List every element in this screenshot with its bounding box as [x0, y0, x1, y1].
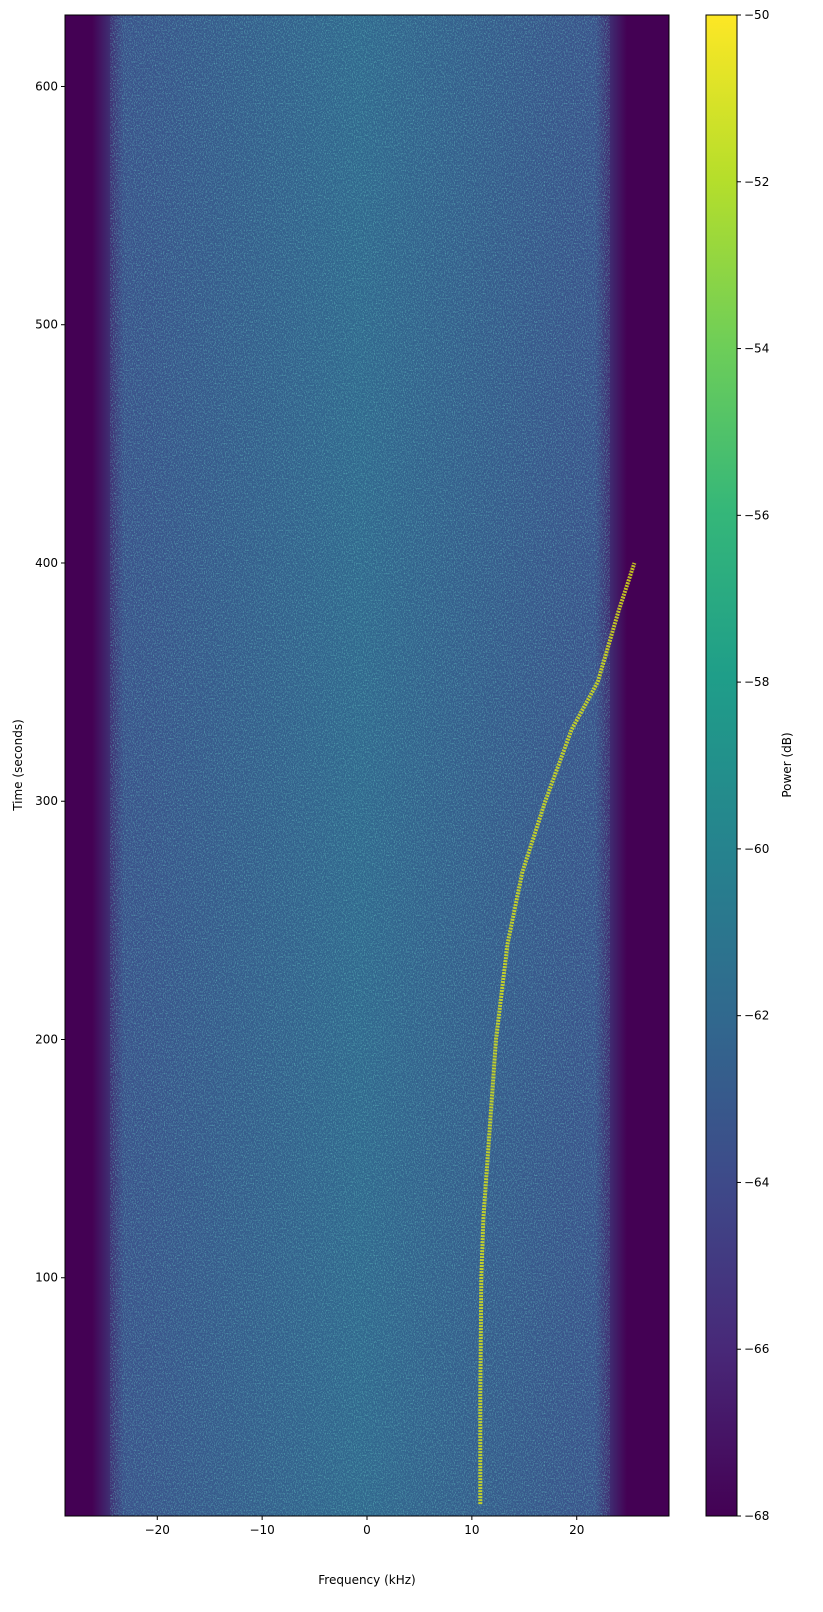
y-axis-label: Time (seconds): [11, 719, 25, 812]
colorbar-tick-label: −64: [744, 1175, 769, 1189]
colorbar: [705, 14, 738, 1517]
x-tick-label: −20: [145, 1523, 170, 1537]
y-tick-label: 500: [35, 318, 58, 332]
colorbar-tick-label: −60: [744, 842, 769, 856]
spectrogram-image: [65, 15, 669, 1516]
x-tick-label: 0: [363, 1523, 371, 1537]
colorbar-tick-label: −52: [744, 175, 769, 189]
noise-texture: [110, 15, 610, 1516]
x-axis-label: Frequency (kHz): [318, 1573, 415, 1587]
colorbar-tick-label: −50: [744, 8, 769, 22]
x-tick-label: 10: [464, 1523, 479, 1537]
y-tick-label: 200: [35, 1032, 58, 1046]
y-tick-label: 300: [35, 794, 58, 808]
x-tick-label: 20: [569, 1523, 584, 1537]
x-tick-label: −10: [249, 1523, 274, 1537]
colorbar-tick-label: −54: [744, 342, 769, 356]
colorbar-tick-label: −58: [744, 675, 769, 689]
colorbar-tick-label: −66: [744, 1342, 769, 1356]
colorbar-tick-label: −68: [744, 1509, 769, 1523]
signal-trace: [478, 562, 637, 1505]
y-tick-label: 600: [35, 79, 58, 93]
colorbar-tick-label: −62: [744, 1009, 769, 1023]
y-tick-label: 400: [35, 556, 58, 570]
colorbar-label: Power (dB): [780, 732, 794, 797]
colorbar-tick-label: −56: [744, 508, 769, 522]
y-tick-label: 100: [35, 1271, 58, 1285]
